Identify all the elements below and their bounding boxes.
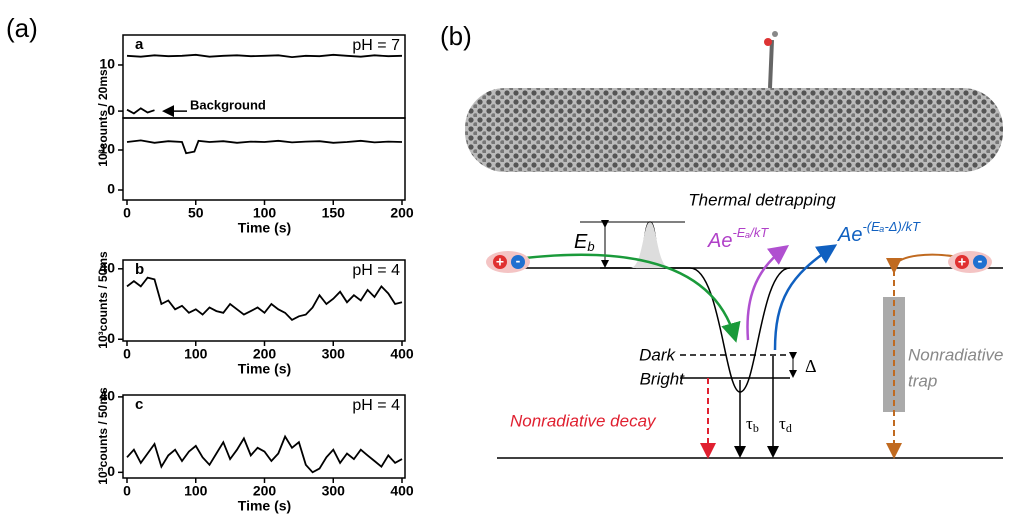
x-tick-label: 100: [253, 205, 277, 221]
y-tick-label: 10: [99, 141, 115, 157]
y-tick-label: 10: [99, 56, 115, 72]
label: Eb: [574, 231, 595, 254]
energy-diagram: [493, 220, 1003, 459]
y-tick-label: 40: [99, 260, 115, 276]
x-tick-label: 200: [253, 346, 277, 362]
trace: [126, 434, 403, 474]
label: trap: [908, 371, 937, 390]
x-tick-label: 300: [322, 346, 346, 362]
subplot-letter: b: [135, 261, 144, 278]
x-tick-label: 150: [322, 205, 346, 221]
y-tick-label: 0: [107, 102, 115, 118]
label: τ: [746, 414, 753, 433]
x-tick-label: 0: [123, 346, 131, 362]
label: τd: [779, 414, 792, 435]
y-tick-label: 0: [107, 463, 115, 479]
x-tick-label: 100: [184, 483, 208, 499]
plot-frame: [122, 117, 406, 201]
label: τb: [746, 414, 759, 435]
x-tick-label: 50: [188, 205, 204, 221]
label: Ae-(Eₐ-Δ)/kT: [837, 219, 921, 246]
annotation: pH = 4: [352, 262, 400, 279]
annotation: pH = 4: [352, 397, 400, 414]
label: Ae-Eₐ/kT: [707, 225, 769, 252]
label: Nonradiative decay: [510, 411, 657, 430]
trace: [126, 139, 403, 155]
label: Dark: [639, 345, 676, 364]
subplot-letter: c: [135, 396, 143, 413]
label: b: [587, 239, 594, 254]
charge: +: [958, 254, 966, 270]
label: Thermal detrapping: [688, 190, 836, 209]
label: Ae: [707, 230, 732, 252]
y-axis-label: 10³counts / 50ms: [96, 387, 110, 485]
x-tick-label: 0: [123, 205, 131, 221]
charge: -: [978, 253, 983, 269]
x-tick-label: 200: [253, 483, 277, 499]
trace: [126, 107, 155, 115]
label: Δ: [805, 356, 817, 376]
y-tick-label: 0: [107, 330, 115, 346]
panel-label: (b): [440, 21, 472, 51]
trace: [126, 276, 403, 322]
subplot-letter: a: [135, 36, 144, 53]
x-tick-label: 100: [184, 346, 208, 362]
label: -Eₐ/kT: [732, 225, 769, 240]
label: -(Eₐ-Δ)/kT: [862, 219, 920, 234]
x-axis-label: Time (s): [238, 361, 291, 377]
x-axis-label: Time (s): [238, 220, 291, 236]
label: τ: [779, 414, 786, 433]
diagram-labels: Thermal detrapping Eb Ae-Eₐ/kT Ae-(Eₐ-Δ)…: [510, 190, 1003, 434]
charge: -: [516, 253, 521, 269]
label: E: [574, 231, 588, 253]
x-tick-label: 400: [390, 346, 414, 362]
annotation: pH = 7: [352, 37, 400, 54]
label: b: [753, 421, 759, 435]
x-axis-label: Time (s): [238, 498, 291, 514]
panel-label: (a): [6, 13, 38, 43]
annotation: Background: [190, 98, 266, 113]
label: Nonradiative: [908, 345, 1003, 364]
y-axis-label: 10³counts / 20ms: [96, 69, 110, 167]
y-tick-label: 40: [99, 388, 115, 404]
label: d: [786, 421, 792, 435]
exciton: + - + -: [486, 251, 992, 273]
x-tick-label: 200: [390, 205, 414, 221]
nanotube: [465, 31, 1003, 172]
y-tick-label: 0: [107, 181, 115, 197]
charge: +: [496, 254, 504, 270]
trace: [126, 53, 403, 59]
x-tick-label: 300: [322, 483, 346, 499]
x-tick-label: 400: [390, 483, 414, 499]
x-tick-label: 0: [123, 483, 131, 499]
y-axis-label: 10³counts / 50ms: [96, 251, 110, 349]
label: Ae: [837, 224, 862, 246]
label: Bright: [640, 369, 686, 388]
